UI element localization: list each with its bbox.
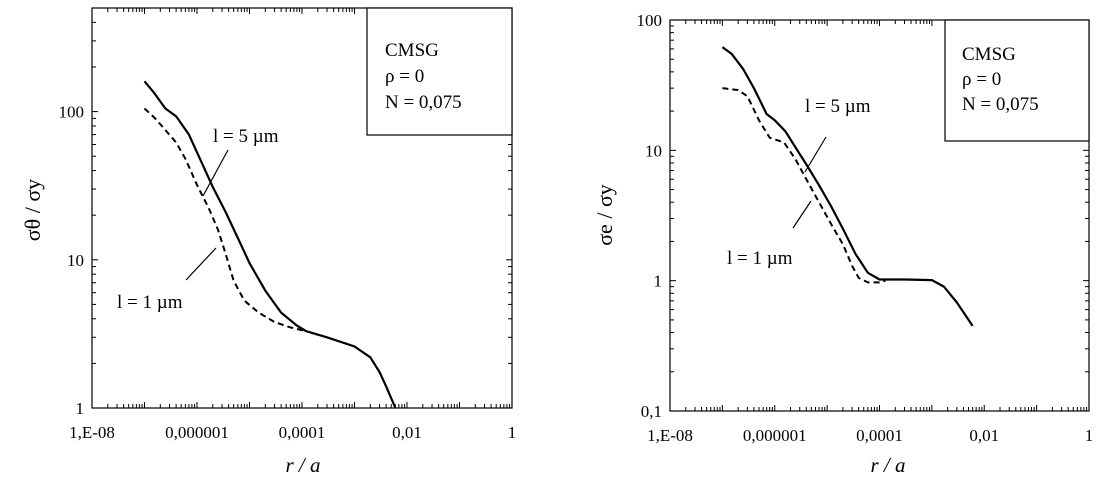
legend-line-rho-left: ρ = 0	[385, 66, 424, 87]
legend-box-left	[366, 7, 513, 136]
x-tick-label-right: 1,E-08	[647, 426, 693, 445]
annotation-l5-right: l = 5 µm	[805, 96, 871, 117]
series-line-l5-right	[721, 46, 974, 327]
series-line-l5-left	[143, 80, 397, 409]
x-tick-label-left: 1	[508, 423, 517, 442]
y-tick-label-right: 10	[645, 141, 662, 160]
legend-line-rho-right: ρ = 0	[962, 69, 1001, 90]
y-tick-label-right: 100	[637, 11, 663, 30]
annotation-leader-l5-right	[804, 136, 827, 173]
legend-box-right	[944, 19, 1090, 142]
y-tick-label-left: 100	[59, 103, 85, 122]
minor-ticks-right	[669, 20, 1089, 412]
x-axis-title-right: r / a	[870, 453, 905, 477]
x-tick-label-left: 0,01	[392, 423, 422, 442]
y-tick-label-right: 0,1	[641, 402, 662, 421]
x-tick-label-right: 0,01	[969, 426, 999, 445]
annotation-leader-l5-left	[202, 149, 229, 197]
annotation-l1-left: l = 1 µm	[117, 292, 183, 313]
x-tick-label-left: 1,E-08	[69, 423, 115, 442]
x-tick-label-right: 0,000001	[743, 426, 807, 445]
x-tick-label-left: 0,000001	[165, 423, 229, 442]
y-axis-title-left: σθ / σy	[20, 179, 45, 241]
tick-labels-right: 1,E-08 0,000001 0,0001 0,01 1 0,1 1 10 100	[637, 11, 1094, 445]
legend-line-n-right: N = 0,075	[962, 94, 1039, 115]
y-tick-label-left: 1	[76, 399, 85, 418]
series-line-l1-right	[722, 87, 886, 284]
y-tick-label-left: 10	[67, 251, 84, 270]
series-line-l1-left	[143, 107, 307, 333]
annotation-leader-l1-left	[185, 247, 217, 281]
x-tick-label-right: 0,0001	[856, 426, 903, 445]
annotation-leader-l1-right	[792, 200, 812, 229]
annotation-l1-right: l = 1 µm	[727, 248, 793, 269]
annotation-l5-left: l = 5 µm	[213, 126, 279, 147]
legend-line-cmsg-left: CMSG	[385, 40, 439, 61]
legend-line-cmsg-right: CMSG	[962, 44, 1016, 65]
y-axis-title-right: σe / σy	[592, 184, 617, 246]
x-axis-title-left: r / a	[285, 453, 320, 477]
x-tick-label-left: 0,0001	[279, 423, 326, 442]
tick-labels-left: 1,E-08 0,000001 0,0001 0,01 1 1 10 100	[59, 103, 517, 442]
chart-left: 1,E-08 0,000001 0,0001 0,01 1 1 10 100 CMSG ρ =…	[20, 7, 517, 477]
y-tick-label-right: 1	[654, 272, 663, 291]
legend-line-n-left: N = 0,075	[385, 92, 462, 113]
x-tick-label-right: 1	[1085, 426, 1094, 445]
